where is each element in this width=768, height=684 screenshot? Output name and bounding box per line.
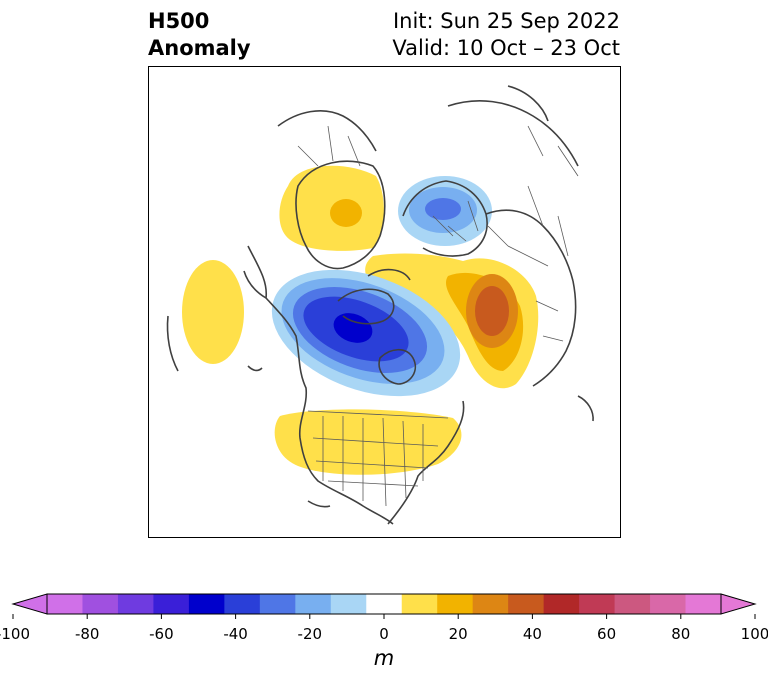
colorbar-cell [117,594,154,614]
colorbar-cell [614,594,651,614]
colorbar-cell [47,594,83,614]
colorbar-tick-label: 100 [740,625,768,643]
colorbar-tick-label: -80 [74,625,100,643]
title-block-left: H500 Anomaly [148,8,251,62]
colorbar-unit: m [373,646,395,670]
colorbar-cell [472,594,509,614]
anomaly-scandinavia [398,176,492,246]
colorbar-tick-label: 0 [379,625,389,643]
colorbar-tick-label: -60 [149,625,174,643]
colorbar-tick-label: -40 [223,625,248,643]
colorbar-cell [366,594,403,614]
political-borders [297,125,579,507]
colorbar-cell [401,594,438,614]
init-date: Init: Sun 25 Sep 2022 [392,9,620,33]
colorbar-cell [650,594,687,614]
colorbar-cell [579,594,616,614]
colorbar-under-triangle [11,593,48,615]
colorbar-tick-label: 40 [522,625,542,643]
colorbar-cell [437,594,474,614]
colorbar-over-triangle [720,593,757,615]
colorbar-cell [188,594,225,614]
colorbar-tick-label: -100 [0,625,31,643]
anomaly-north-pacific [182,260,244,364]
title-block-right: Init: Sun 25 Sep 2022 Valid: 10 Oct – 23… [392,8,620,62]
colorbar-tick-label: 20 [448,625,468,643]
colorbar-cell [295,594,332,614]
valid-range: Valid: 10 Oct – 23 Oct [392,36,620,60]
anomaly-united-states [274,409,462,475]
colorbar-cell [153,594,190,614]
colorbar-cell [685,594,722,614]
colorbar-cell [224,594,261,614]
colorbar [11,593,757,619]
colorbar-cell [82,594,119,614]
title-variable: H500 [148,9,210,33]
title-type: Anomaly [148,36,251,60]
colorbar-cell [330,594,367,614]
colorbar-cell [543,594,580,614]
colorbar-cell [508,594,545,614]
anomaly-siberia [365,253,539,389]
anomaly-greenland [279,165,384,251]
colorbar-cell [259,594,296,614]
anomaly-map [148,66,621,538]
colorbar-tick-label: 80 [671,625,691,643]
colorbar-tick-label: 60 [597,625,617,643]
colorbar-tick-label: -20 [297,625,323,643]
